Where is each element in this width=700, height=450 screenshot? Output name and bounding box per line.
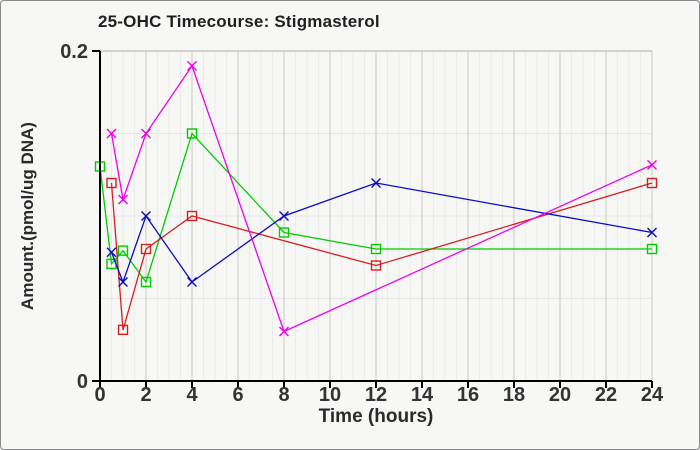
chart-title: 25-OHC Timecourse: Stigmasterol <box>98 12 380 31</box>
x-tick-label: 20 <box>549 384 571 406</box>
square-marker <box>140 243 152 255</box>
series-line <box>110 182 653 331</box>
x-tick-label: 10 <box>319 384 341 406</box>
x-ticks: 0 2 4 6 8 10 12 14 16 18 20 22 24 <box>94 381 664 406</box>
series-green-squares <box>94 128 658 288</box>
series-magenta-crosses <box>106 60 657 337</box>
square-marker <box>370 243 382 255</box>
x-marker <box>106 247 117 258</box>
x-tick-label: 18 <box>503 384 525 406</box>
x-marker <box>187 277 197 287</box>
y-tick-label: 0.2 <box>60 41 88 63</box>
x-marker <box>141 128 151 139</box>
x-tick-label: 12 <box>365 384 387 406</box>
square-marker <box>278 227 290 238</box>
square-marker <box>186 128 198 139</box>
x-tick-label: 4 <box>186 384 198 406</box>
x-marker <box>141 211 151 221</box>
x-marker <box>647 159 657 170</box>
square-marker <box>186 210 198 222</box>
y-tick-label: 0 <box>77 371 88 393</box>
square-marker <box>646 177 658 189</box>
x-tick-label: 24 <box>641 384 664 406</box>
square-marker <box>646 243 658 255</box>
x-tick-label: 8 <box>278 384 289 406</box>
x-marker <box>279 326 289 337</box>
square-marker <box>117 245 129 256</box>
x-tick-label: 22 <box>595 384 617 406</box>
x-marker <box>647 227 657 238</box>
x-marker <box>118 194 128 205</box>
square-marker <box>370 260 382 271</box>
x-tick-label: 6 <box>232 384 243 406</box>
x-marker <box>279 211 289 221</box>
x-marker <box>106 128 117 139</box>
series-line <box>99 132 652 284</box>
square-marker <box>140 276 152 288</box>
x-axis-title: Time (hours) <box>318 406 434 427</box>
x-marker <box>371 178 381 188</box>
x-tick-label: 14 <box>411 384 434 406</box>
x-tick-label: 2 <box>140 384 151 406</box>
x-marker <box>118 277 128 287</box>
series-red-squares <box>106 177 658 336</box>
square-marker <box>117 324 129 336</box>
x-marker <box>187 60 197 71</box>
x-tick-label: 16 <box>457 384 479 406</box>
series-line <box>110 182 653 284</box>
x-tick-label: 0 <box>94 384 105 406</box>
series-line <box>110 64 653 333</box>
y-ticks: 00.2 <box>60 41 100 393</box>
square-marker <box>106 177 117 189</box>
series-blue-crosses <box>106 178 657 287</box>
